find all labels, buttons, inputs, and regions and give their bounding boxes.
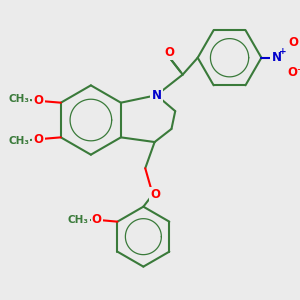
Text: +: +: [279, 47, 287, 56]
Text: O: O: [33, 94, 43, 107]
Text: CH₃: CH₃: [8, 94, 29, 104]
Text: O: O: [92, 213, 102, 226]
Text: O: O: [288, 36, 298, 49]
Text: N: N: [272, 51, 281, 64]
Text: O: O: [151, 188, 160, 201]
Text: CH₃: CH₃: [8, 136, 29, 146]
Text: O: O: [33, 133, 43, 146]
Text: N: N: [152, 89, 161, 102]
Text: CH₃: CH₃: [68, 215, 88, 225]
Text: O: O: [165, 46, 175, 59]
Text: O⁻: O⁻: [287, 66, 300, 79]
